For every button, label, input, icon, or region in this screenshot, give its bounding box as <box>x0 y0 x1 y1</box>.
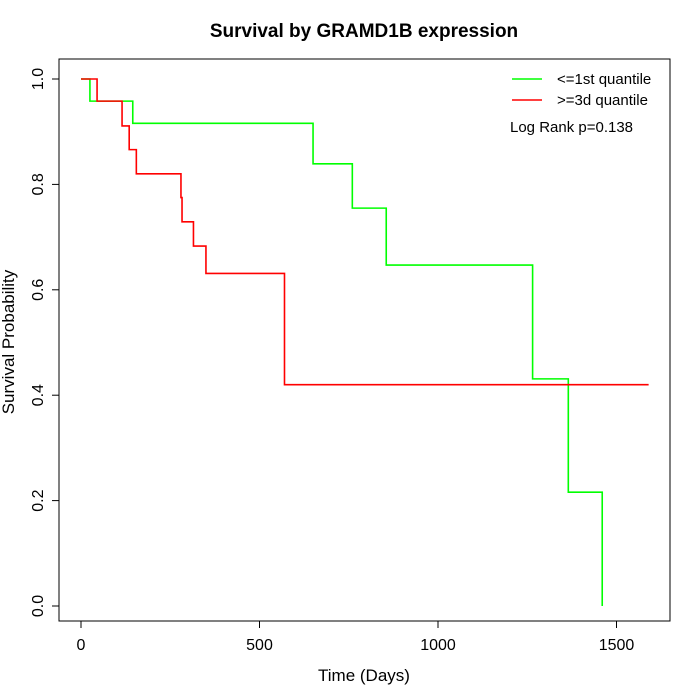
y-tick-label: 0.0 <box>30 595 47 617</box>
plot-frame <box>58 58 671 622</box>
y-tick-label: 0.4 <box>30 384 47 406</box>
legend-label: >=3d quantile <box>557 92 648 109</box>
legend-label: <=1st quantile <box>557 71 651 88</box>
x-tick-label: 500 <box>246 637 273 654</box>
legend: <=1st quantile >=3d quantile <box>512 71 651 109</box>
x-tick-label: 1500 <box>599 637 635 654</box>
y-axis: 0.0 0.2 0.4 0.6 0.8 1.0 <box>30 68 60 617</box>
y-tick-label: 0.6 <box>30 279 47 301</box>
x-axis: 0 500 1000 1500 <box>77 620 635 654</box>
series-line-0 <box>81 78 604 606</box>
y-axis-label: Survival Probability <box>0 269 18 414</box>
log-rank-annotation: Log Rank p=0.138 <box>510 119 633 136</box>
chart-title: Survival by GRAMD1B expression <box>210 21 518 42</box>
y-tick-label: 1.0 <box>30 68 47 90</box>
y-tick-label: 0.8 <box>30 173 47 195</box>
y-tick-label: 0.2 <box>30 489 47 511</box>
x-tick-label: 1000 <box>420 637 456 654</box>
x-axis-label: Time (Days) <box>318 666 410 685</box>
series-line-1 <box>81 78 649 386</box>
series-layer <box>81 78 649 606</box>
x-tick-label: 0 <box>77 637 86 654</box>
